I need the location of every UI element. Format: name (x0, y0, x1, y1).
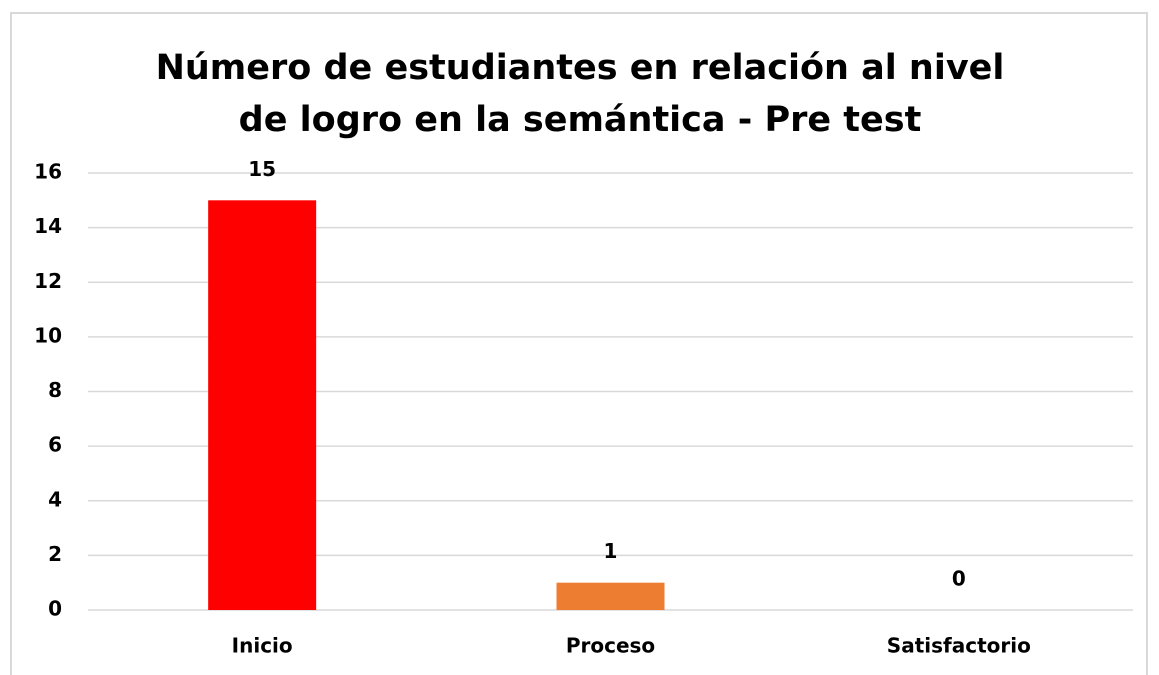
y-tick-label: 4 (48, 487, 62, 511)
chart-title: Número de estudiantes en relación al niv… (155, 48, 1005, 140)
bar (556, 582, 665, 610)
data-label: 1 (604, 539, 618, 563)
x-tick-label: Inicio (232, 634, 293, 658)
data-label: 15 (248, 157, 276, 181)
y-tick-label: 0 (48, 597, 62, 621)
chart-frame (10, 12, 1148, 675)
y-tick-label: 10 (34, 323, 62, 347)
bar (208, 200, 317, 610)
y-tick-label: 14 (34, 214, 62, 238)
y-tick-label: 2 (48, 542, 62, 566)
x-tick-label: Proceso (566, 634, 655, 658)
x-tick-label: Satisfactorio (887, 634, 1031, 658)
data-label: 0 (952, 567, 966, 591)
y-tick-label: 8 (48, 378, 62, 402)
y-tick-label: 12 (34, 269, 62, 293)
y-tick-label: 6 (48, 433, 62, 457)
y-tick-label: 16 (34, 160, 62, 184)
